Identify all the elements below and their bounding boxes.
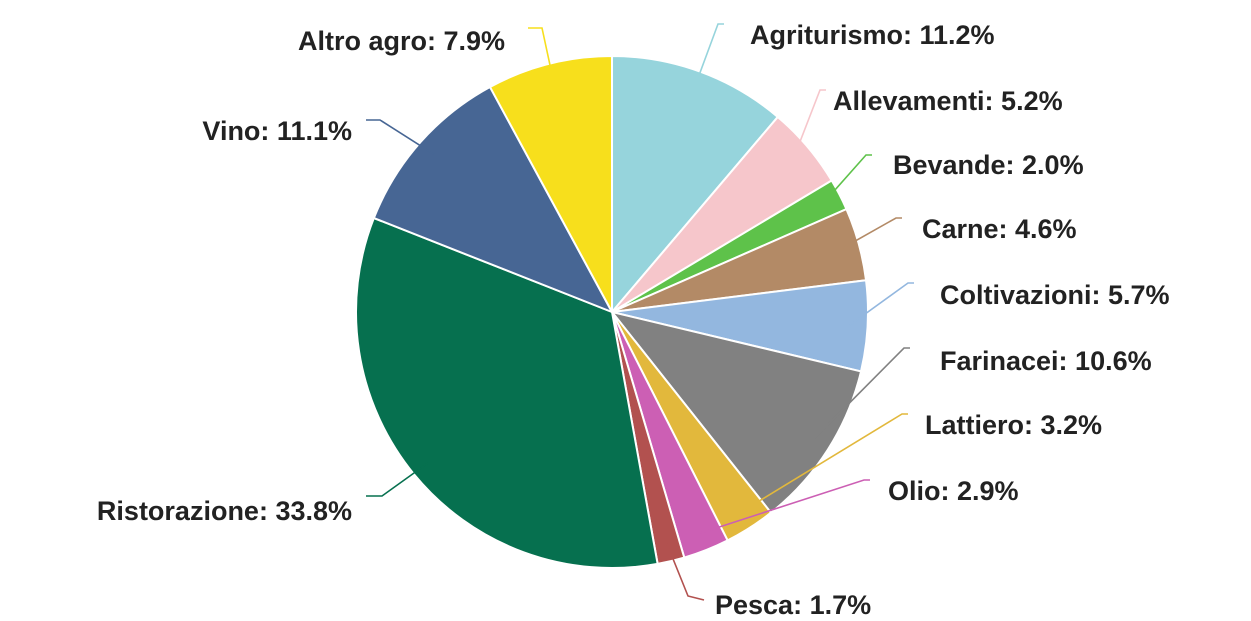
slice-label-allevamenti: Allevamenti: 5.2% xyxy=(833,86,1063,116)
pie-slices xyxy=(355,54,869,569)
slice-label-lattiero: Lattiero: 3.2% xyxy=(925,410,1102,440)
leader-line-bevande xyxy=(822,154,872,204)
leader-line-pesca xyxy=(666,543,705,601)
slice-label-agriturismo: Agriturismo: 11.2% xyxy=(750,20,995,50)
leader-line-lattiero xyxy=(739,413,908,514)
slice-label-bevande: Bevande: 2.0% xyxy=(893,150,1084,180)
slice-label-pesca: Pesca: 1.7% xyxy=(715,590,871,620)
slice-label-olio: Olio: 2.9% xyxy=(888,476,1019,506)
slice-label-farinacei: Farinacei: 10.6% xyxy=(940,346,1152,376)
leader-line-farinacei xyxy=(812,347,910,441)
leader-line-altro-agro xyxy=(528,27,555,82)
slice-label-vino: Vino: 11.1% xyxy=(202,116,352,146)
leader-line-agriturismo xyxy=(693,23,724,89)
pie-slice-vino xyxy=(372,85,615,314)
pie-slice-ristorazione xyxy=(355,216,659,569)
slice-labels: Agriturismo: 11.2% Allevamenti: 5.2% Bevan… xyxy=(97,20,1170,620)
slice-label-altro-agro: Altro agro: 7.9% xyxy=(298,26,505,56)
leader-line-carne xyxy=(841,217,902,250)
leader-line-coltivazioni xyxy=(849,282,914,326)
slice-label-coltivazioni: Coltivazioni: 5.7% xyxy=(940,280,1170,310)
leader-line-olio xyxy=(699,479,870,535)
slice-label-ristorazione: Ristorazione: 33.8% xyxy=(97,496,352,526)
slice-label-carne: Carne: 4.6% xyxy=(922,214,1077,244)
leader-line-ristorazione xyxy=(366,462,429,497)
leader-lines xyxy=(366,23,914,601)
leader-line-vino xyxy=(366,119,435,155)
pie-slice-farinacei xyxy=(609,310,863,515)
leader-line-allevamenti xyxy=(792,89,826,159)
